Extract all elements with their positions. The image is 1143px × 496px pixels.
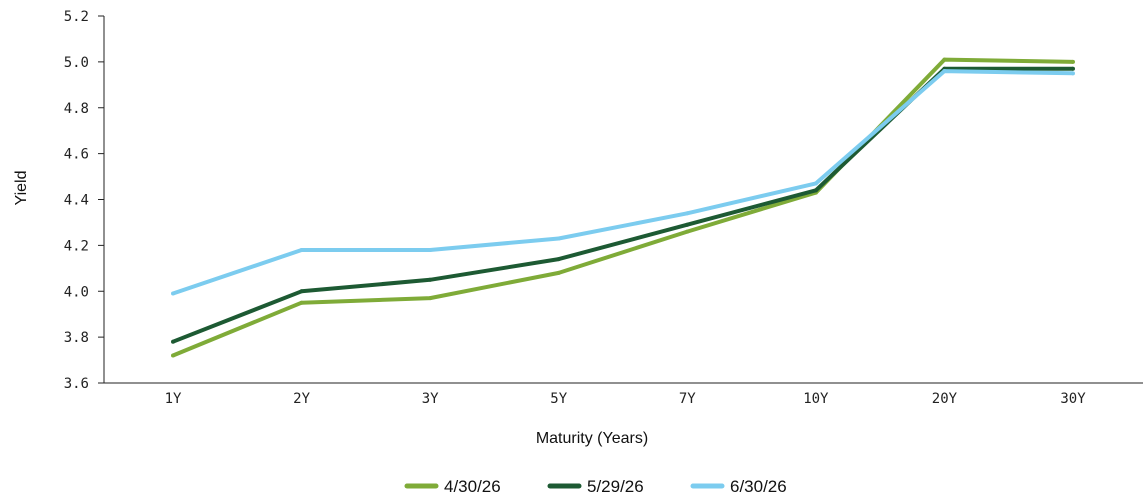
data-point <box>428 296 433 301</box>
data-point <box>299 247 304 252</box>
y-tick-label: 3.8 <box>64 330 89 346</box>
legend-label: 6/30/26 <box>730 477 787 496</box>
data-point <box>299 300 304 305</box>
series-lines <box>171 57 1075 358</box>
data-point <box>556 236 561 241</box>
data-point <box>942 69 947 74</box>
x-tick-label: 3Y <box>422 391 439 407</box>
x-tick-label: 5Y <box>550 391 567 407</box>
x-axis-title: Maturity (Years) <box>536 430 648 447</box>
legend-label: 5/29/26 <box>587 477 644 496</box>
y-tick-label: 4.6 <box>64 147 89 163</box>
x-tick-label: 2Y <box>293 391 310 407</box>
x-tick-label: 20Y <box>932 391 958 407</box>
x-tick-label: 7Y <box>679 391 696 407</box>
y-tick-label: 5.2 <box>64 9 89 25</box>
data-point <box>1071 71 1075 76</box>
data-point <box>556 270 561 275</box>
y-tick-label: 4.2 <box>64 238 89 254</box>
data-point <box>685 211 690 216</box>
data-point <box>1071 59 1075 64</box>
data-point <box>428 277 433 282</box>
data-point <box>171 353 175 358</box>
data-point <box>428 247 433 252</box>
y-axis-ticks: 3.6 3.8 4.0 4.2 4.4 4.6 4.8 5.0 5.2 <box>64 9 104 392</box>
data-point <box>1071 66 1075 71</box>
data-point <box>685 222 690 227</box>
data-point <box>942 57 947 62</box>
data-point <box>299 289 304 294</box>
x-tick-label: 1Y <box>165 391 182 407</box>
data-point <box>171 291 175 296</box>
data-point <box>813 188 818 193</box>
data-point <box>813 181 818 186</box>
y-tick-label: 4.4 <box>64 193 89 209</box>
y-tick-label: 5.0 <box>64 55 89 71</box>
data-point <box>171 339 175 344</box>
series-line-4-30-26 <box>172 57 1074 358</box>
y-tick-label: 3.6 <box>64 376 89 392</box>
legend: 4/30/26 5/29/26 6/30/26 <box>404 477 787 496</box>
x-axis-ticks: 1Y 2Y 3Y 5Y 7Y 10Y 20Y 30Y <box>165 391 1087 407</box>
x-tick-label: 10Y <box>803 391 829 407</box>
legend-label: 4/30/26 <box>444 477 501 496</box>
y-tick-label: 4.0 <box>64 284 89 300</box>
x-tick-label: 30Y <box>1060 391 1086 407</box>
series-line-6-30-26 <box>172 69 1074 296</box>
data-point <box>556 257 561 262</box>
data-point <box>685 229 690 234</box>
y-tick-label: 4.8 <box>64 101 89 117</box>
y-axis-title: Yield <box>13 171 30 206</box>
